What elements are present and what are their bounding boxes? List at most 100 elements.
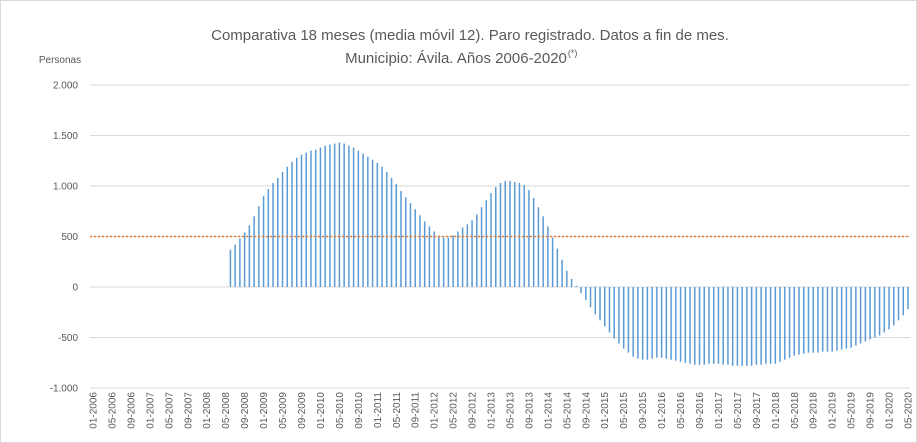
x-tick-label: 05-2015 (619, 392, 630, 429)
bar (736, 287, 739, 366)
bar (310, 150, 312, 287)
y-tick-label: 1.000 (53, 182, 78, 193)
bar (296, 157, 298, 287)
bar (803, 287, 805, 354)
bar (589, 287, 592, 308)
x-tick-label: 01-2007 (145, 392, 156, 429)
bar (314, 149, 317, 287)
bar (675, 287, 677, 361)
x-tick-label: 05-2012 (449, 392, 460, 429)
bar (248, 225, 251, 287)
x-tick-label: 01-2017 (714, 392, 725, 429)
bar (812, 287, 814, 353)
bar (258, 206, 260, 287)
bar (300, 154, 303, 287)
bar (855, 287, 857, 346)
x-tick-label: 01-2020 (885, 392, 896, 429)
x-tick-label: 05-2020 (904, 392, 915, 429)
bar (338, 142, 341, 287)
x-tick-label: 09-2011 (411, 392, 422, 428)
bar (419, 215, 421, 287)
bar (580, 287, 582, 294)
bar (731, 287, 734, 366)
x-tick-label: 01-2012 (430, 392, 441, 429)
x-tick-label: 09-2012 (468, 392, 479, 429)
bar (471, 220, 473, 287)
bar (499, 182, 502, 287)
bar (362, 153, 364, 287)
bar (788, 287, 791, 358)
bar (656, 287, 658, 358)
bar (357, 150, 360, 287)
x-tick-label: 09-2015 (638, 392, 649, 429)
bar (343, 143, 345, 287)
x-tick-label: 09-2014 (581, 392, 592, 429)
bar (352, 147, 355, 287)
bar (575, 285, 578, 287)
y-tick-label: 2.000 (53, 81, 78, 92)
bar (386, 171, 388, 287)
bar (485, 200, 488, 287)
bar (798, 287, 800, 355)
bar (864, 287, 867, 342)
bar (509, 180, 511, 287)
bar (717, 287, 720, 364)
x-tick-label: 05-2014 (562, 392, 573, 429)
bar (608, 287, 611, 333)
x-tick-label: 05-2009 (278, 392, 289, 429)
bar (480, 207, 483, 287)
bar (769, 287, 772, 364)
bar (447, 237, 450, 287)
bar (897, 287, 900, 321)
bar (348, 145, 350, 287)
bar (400, 191, 402, 287)
bar (452, 235, 454, 287)
bar (423, 221, 426, 287)
bar (698, 287, 701, 365)
bar (547, 226, 549, 287)
x-tick-label: 01-2014 (543, 392, 554, 429)
bar (883, 287, 886, 333)
x-tick-label: 01-2019 (828, 392, 839, 429)
x-tick-label: 05-2010 (335, 392, 346, 429)
bar (893, 287, 895, 326)
bar (267, 189, 270, 287)
bar (599, 287, 601, 321)
bar (703, 287, 705, 365)
bar (367, 156, 369, 287)
bar (637, 287, 639, 359)
y-tick-label: 0 (72, 283, 78, 294)
bar (746, 287, 748, 366)
bar (570, 278, 573, 287)
bar (888, 287, 890, 330)
y-tick-label: 500 (61, 232, 78, 243)
bar (286, 166, 289, 287)
bar (907, 287, 909, 310)
bar (272, 182, 274, 287)
x-tick-label: 01-2010 (316, 392, 327, 429)
bar (779, 287, 781, 362)
x-tick-label: 09-2019 (866, 392, 877, 429)
x-tick-label: 09-2013 (524, 392, 535, 429)
x-tick-label: 01-2015 (600, 392, 611, 429)
x-tick-label: 05-2007 (164, 392, 175, 429)
bar (414, 209, 416, 287)
bar (504, 180, 506, 287)
bar (684, 287, 687, 363)
x-tick-label: 09-2010 (354, 392, 365, 429)
x-tick-label: 05-2018 (790, 392, 801, 429)
x-tick-label: 05-2016 (676, 392, 687, 429)
bar (457, 231, 459, 287)
bar (660, 287, 663, 358)
bar (518, 182, 521, 287)
bar (229, 249, 232, 287)
bar (381, 166, 383, 287)
bar (627, 287, 630, 353)
bar (874, 287, 876, 338)
bar (566, 270, 568, 287)
bar (613, 287, 615, 339)
bar (333, 143, 336, 287)
bar (428, 226, 431, 287)
bar (902, 287, 905, 316)
